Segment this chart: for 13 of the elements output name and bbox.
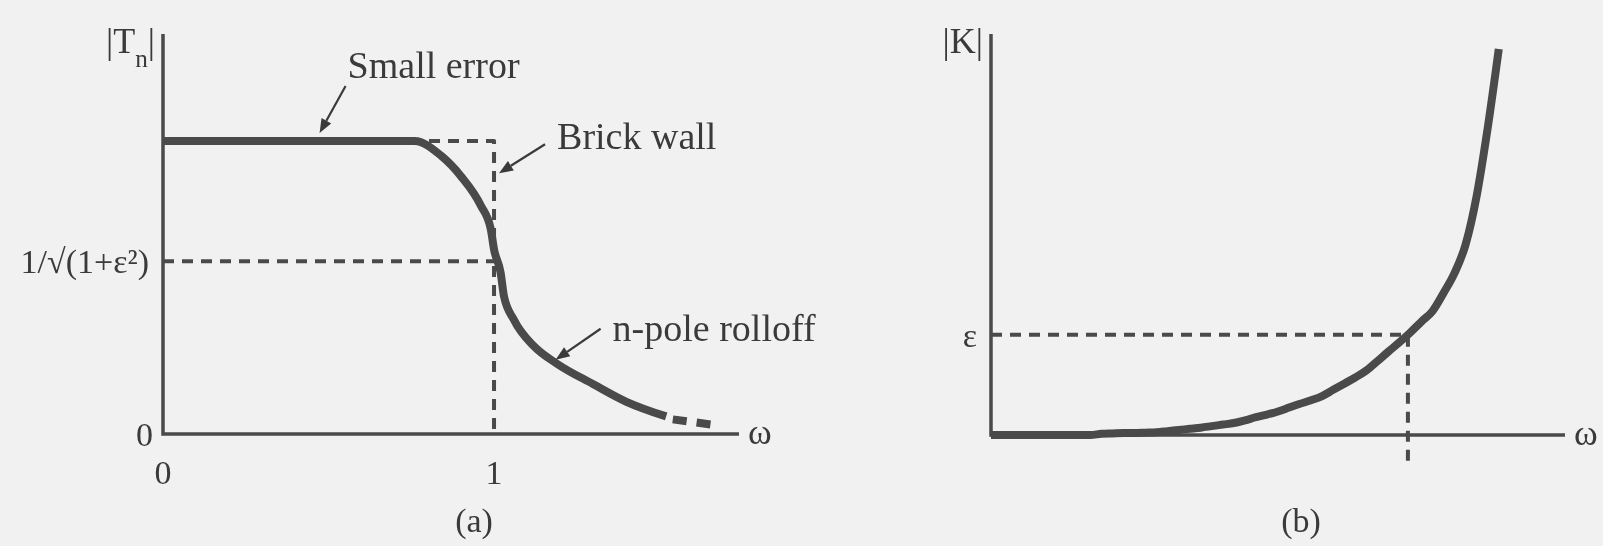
text: (a) <box>455 502 493 540</box>
y-axis-title: |T$_{n}$| <box>105 21 155 72</box>
ref-line-label: 1/√(1+ε²) <box>20 243 149 282</box>
annotation: Brick wall <box>557 115 717 158</box>
x-axis-title: ω <box>748 412 772 452</box>
text: (b) <box>1281 502 1321 540</box>
annotation: Small error <box>347 44 520 86</box>
ref-line-label: ε <box>962 316 977 354</box>
annotation: n-pole rolloff <box>612 306 816 349</box>
y-axis-title: |K| <box>942 21 983 61</box>
x-axis-title: ω <box>1574 413 1598 453</box>
x-tick-label: 1 <box>485 454 503 491</box>
text: 0 <box>136 416 153 453</box>
